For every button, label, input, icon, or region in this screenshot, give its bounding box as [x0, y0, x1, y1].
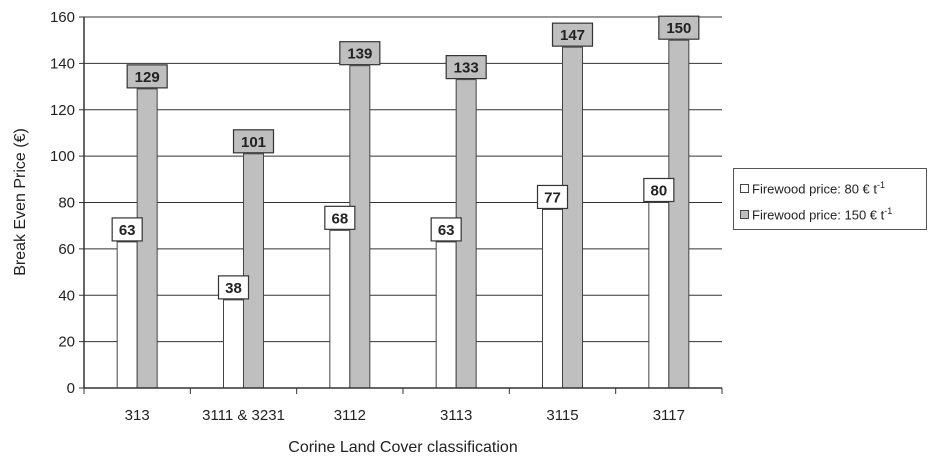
data-label-text: 68: [331, 210, 348, 227]
data-label-box: [430, 217, 462, 242]
y-tick-label: 40: [58, 287, 75, 304]
data-label-series-1: 80: [643, 177, 675, 203]
data-label-text: 147: [560, 27, 585, 44]
bar-series-2: [668, 39, 690, 389]
data-label-text: 63: [119, 222, 136, 239]
x-tick-label: 3117: [653, 407, 685, 424]
data-label-box: [111, 217, 143, 242]
data-label-series-2: 139: [339, 41, 381, 66]
data-label-box: [536, 184, 569, 210]
data-label-series-1: 77: [536, 184, 569, 210]
y-tick-label: 0: [67, 380, 75, 397]
data-label-box: [445, 55, 487, 80]
bar-series-1: [435, 241, 457, 389]
data-label-text: 63: [438, 222, 455, 239]
legend-swatch-series-1: [740, 183, 749, 193]
data-label-series-2: 147: [551, 22, 594, 47]
data-label-series-1: 63: [430, 217, 462, 242]
data-label-text: 77: [544, 189, 561, 206]
data-label-box: [339, 41, 381, 66]
data-label-series-1: 38: [217, 275, 250, 300]
bar-series-2: [243, 153, 264, 389]
y-tick-labels: 0 20 40 60 80 100 120 140 160: [50, 9, 84, 397]
y-tick-label: 140: [50, 55, 75, 72]
data-label-box: [658, 15, 700, 40]
data-label-text: 38: [225, 280, 242, 297]
y-tick-label: 160: [50, 9, 75, 26]
data-label-series-2: 133: [445, 55, 487, 80]
x-tick-labels: 313 3111 & 3231 3112 3113 3115 3117: [83, 388, 723, 424]
legend-swatch-series-2: [740, 209, 749, 219]
data-label-series-2: 150: [658, 15, 700, 40]
data-label-box: [324, 205, 356, 230]
legend-label-series-2: Firewood price: 150 € t-1: [752, 206, 892, 222]
data-label-box: [126, 64, 168, 89]
data-label-text: 80: [650, 183, 667, 200]
x-tick-label: 313: [125, 407, 150, 424]
data-label-text: 101: [241, 134, 266, 151]
data-label-series-2: 129: [126, 64, 168, 89]
y-tick-label: 60: [58, 241, 75, 258]
y-tick-label: 20: [58, 334, 75, 351]
data-label-text: 129: [135, 69, 160, 86]
legend-label-text: Firewood price: 80 € t: [752, 181, 878, 197]
legend-item-series-1: Firewood price: 80 € t-1: [740, 180, 885, 196]
data-label-box: [217, 275, 250, 300]
x-axis-title: Corine Land Cover classification: [288, 439, 517, 456]
legend-label-sup: -1: [877, 180, 886, 190]
bar-series-2: [562, 46, 583, 389]
y-tick-label: 120: [50, 102, 75, 119]
data-label-text: 139: [347, 46, 372, 63]
y-tick-label: 80: [58, 195, 75, 212]
x-tick-label: 3112: [334, 407, 366, 424]
legend-label-text: Firewood price: 150 € t: [752, 207, 885, 223]
bar-series-1: [648, 202, 670, 389]
gridlines: [84, 16, 722, 343]
x-tick-label: 3115: [546, 407, 578, 424]
y-axis-title: Break Even Price (€): [12, 128, 29, 276]
data-label-series-1: 68: [324, 205, 356, 230]
data-label-box: [643, 177, 675, 203]
legend-label-sup: -1: [884, 206, 893, 216]
bar-series-1: [116, 241, 138, 389]
data-label-series-2: 101: [232, 129, 275, 154]
data-labels: 63 129 38 101 68 139 63 133 77 147 80 150: [111, 15, 700, 300]
data-label-series-1: 63: [111, 217, 143, 242]
x-tick-label: 3111 & 3231: [202, 407, 285, 424]
legend: Firewood price: 80 € t-1 Firewood price:…: [733, 168, 927, 230]
legend-label-series-1: Firewood price: 80 € t-1: [752, 180, 885, 196]
bars: [116, 39, 690, 389]
data-label-box: [232, 129, 275, 154]
x-tick-label: 3113: [440, 407, 472, 424]
data-label-text: 133: [454, 60, 479, 77]
y-tick-label: 100: [50, 148, 75, 165]
data-label-box: [551, 22, 594, 47]
data-label-text: 150: [666, 20, 691, 37]
bar-series-1: [542, 208, 563, 389]
bar-series-1: [329, 229, 351, 389]
bar-series-1: [223, 299, 244, 389]
legend-item-series-2: Firewood price: 150 € t-1: [740, 206, 892, 222]
